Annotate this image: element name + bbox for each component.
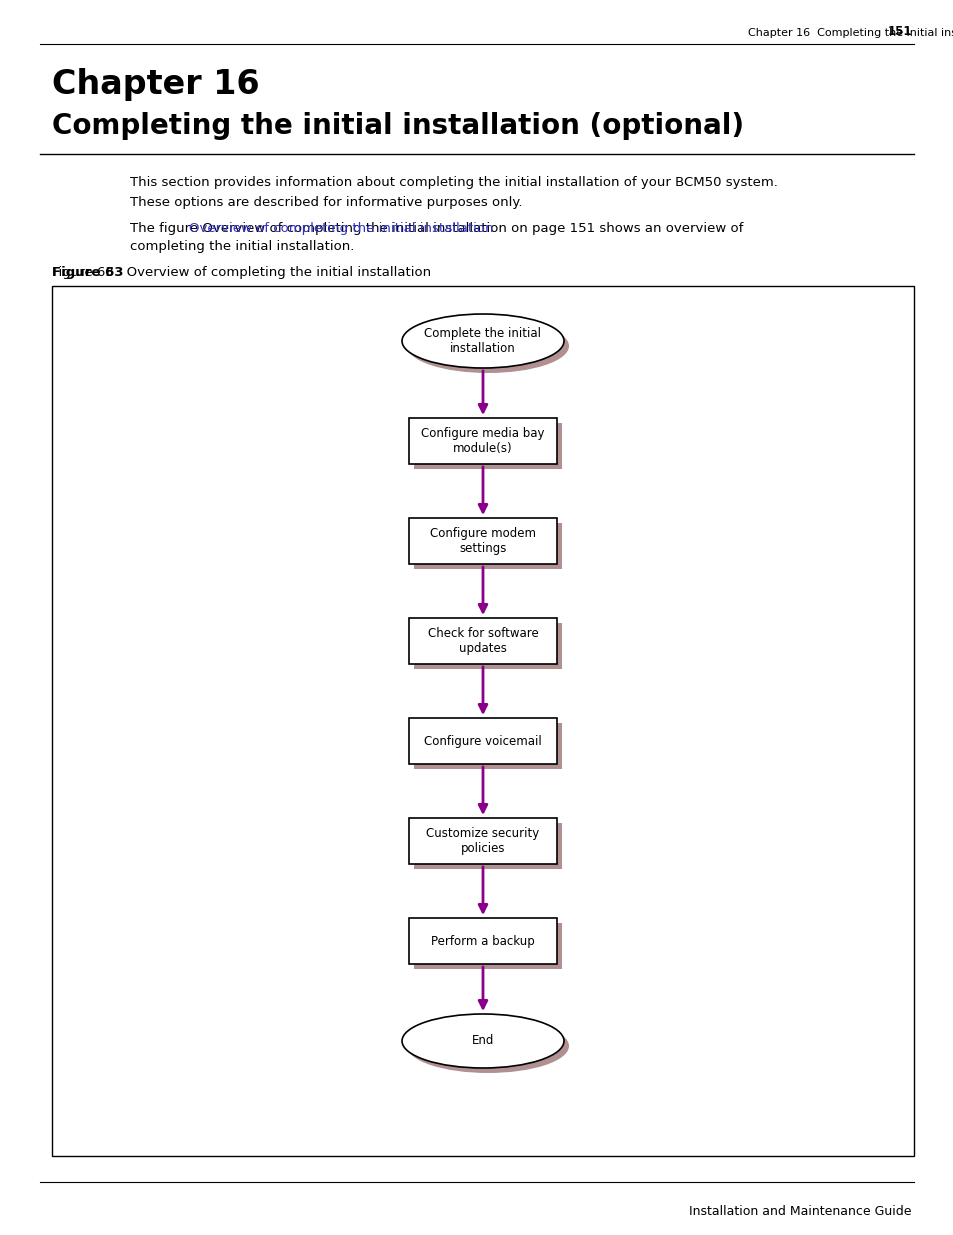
FancyBboxPatch shape xyxy=(414,823,561,869)
FancyBboxPatch shape xyxy=(409,417,557,464)
Text: Chapter 16: Chapter 16 xyxy=(52,68,259,101)
Text: Installation and Maintenance Guide: Installation and Maintenance Guide xyxy=(689,1205,911,1218)
Text: 151: 151 xyxy=(886,25,911,38)
FancyBboxPatch shape xyxy=(409,517,557,564)
Text: Customize security
policies: Customize security policies xyxy=(426,827,539,855)
Text: Check for software
updates: Check for software updates xyxy=(427,627,537,655)
Ellipse shape xyxy=(407,319,568,373)
Ellipse shape xyxy=(407,1019,568,1073)
Text: End: End xyxy=(472,1035,494,1047)
FancyBboxPatch shape xyxy=(414,622,561,669)
Text: Chapter 16  Completing the initial installation (optional): Chapter 16 Completing the initial instal… xyxy=(747,28,953,38)
FancyBboxPatch shape xyxy=(414,522,561,569)
FancyBboxPatch shape xyxy=(409,918,557,965)
FancyBboxPatch shape xyxy=(409,618,557,664)
Text: Complete the initial
installation: Complete the initial installation xyxy=(424,327,541,354)
Text: completing the initial installation.: completing the initial installation. xyxy=(130,240,354,253)
Text: These options are described for informative purposes only.: These options are described for informat… xyxy=(130,196,522,209)
Ellipse shape xyxy=(401,314,563,368)
Text: Figure 63   Overview of completing the initial installation: Figure 63 Overview of completing the ini… xyxy=(52,266,431,279)
Text: This section provides information about completing the initial installation of y: This section provides information about … xyxy=(130,177,777,189)
Text: Configure voicemail: Configure voicemail xyxy=(424,735,541,747)
Text: Perform a backup: Perform a backup xyxy=(431,935,535,947)
FancyBboxPatch shape xyxy=(414,923,561,969)
FancyBboxPatch shape xyxy=(414,722,561,769)
Text: Completing the initial installation (optional): Completing the initial installation (opt… xyxy=(52,112,743,140)
FancyBboxPatch shape xyxy=(52,287,913,1156)
Text: Configure media bay
module(s): Configure media bay module(s) xyxy=(421,427,544,454)
Text: Overview of completing the initial installation: Overview of completing the initial insta… xyxy=(189,222,493,235)
Text: Figure 63: Figure 63 xyxy=(52,266,123,279)
FancyBboxPatch shape xyxy=(409,818,557,864)
FancyBboxPatch shape xyxy=(414,424,561,469)
Text: The figure Overview of completing the initial installation on page 151 shows an : The figure Overview of completing the in… xyxy=(130,222,742,235)
Ellipse shape xyxy=(401,1014,563,1068)
FancyBboxPatch shape xyxy=(409,718,557,764)
Text: Configure modem
settings: Configure modem settings xyxy=(430,527,536,555)
